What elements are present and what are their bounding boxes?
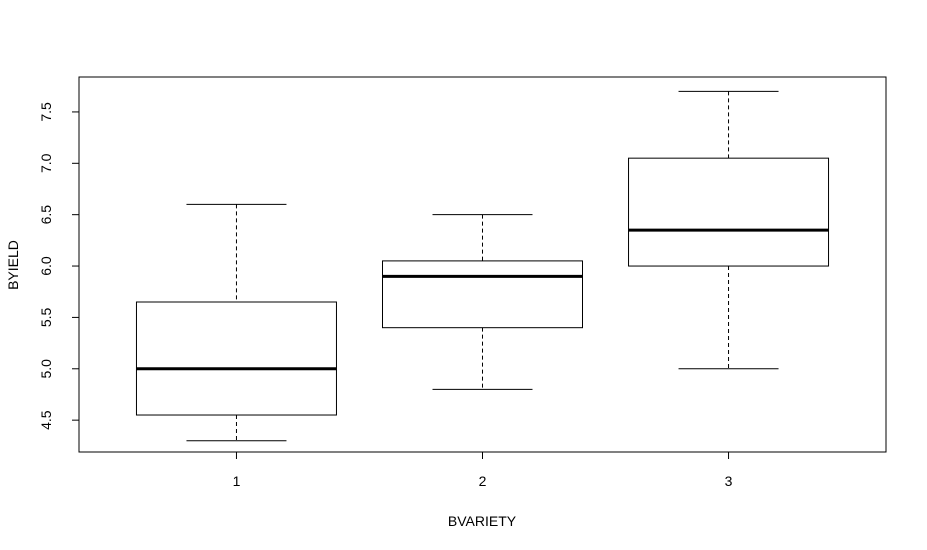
y-tick-label: 7.0 xyxy=(38,153,54,173)
iqr-box xyxy=(382,260,583,329)
boxes xyxy=(135,90,830,442)
y-tick-label: 5.0 xyxy=(38,359,54,379)
box-1 xyxy=(135,203,337,442)
iqr-box xyxy=(628,157,830,267)
y-tick-label: 4.5 xyxy=(38,410,54,430)
y-tick-label: 5.5 xyxy=(38,307,54,327)
x-tick-label: 3 xyxy=(725,473,733,489)
x-axis-label: BVARIETY xyxy=(448,513,517,529)
box-2 xyxy=(382,214,583,390)
iqr-box xyxy=(135,301,337,416)
y-axis: 4.5 5.0 5.5 6.0 6.5 7.0 7.5 xyxy=(38,102,80,430)
y-tick-label: 7.5 xyxy=(38,102,54,122)
x-tick-label: 1 xyxy=(233,473,241,489)
x-axis: 1 2 3 xyxy=(233,451,733,489)
x-tick-label: 2 xyxy=(479,473,487,489)
y-axis-label: BYIELD xyxy=(5,240,21,290)
box-3 xyxy=(628,90,830,370)
y-tick-label: 6.0 xyxy=(38,256,54,276)
y-tick-label: 6.5 xyxy=(38,205,54,225)
